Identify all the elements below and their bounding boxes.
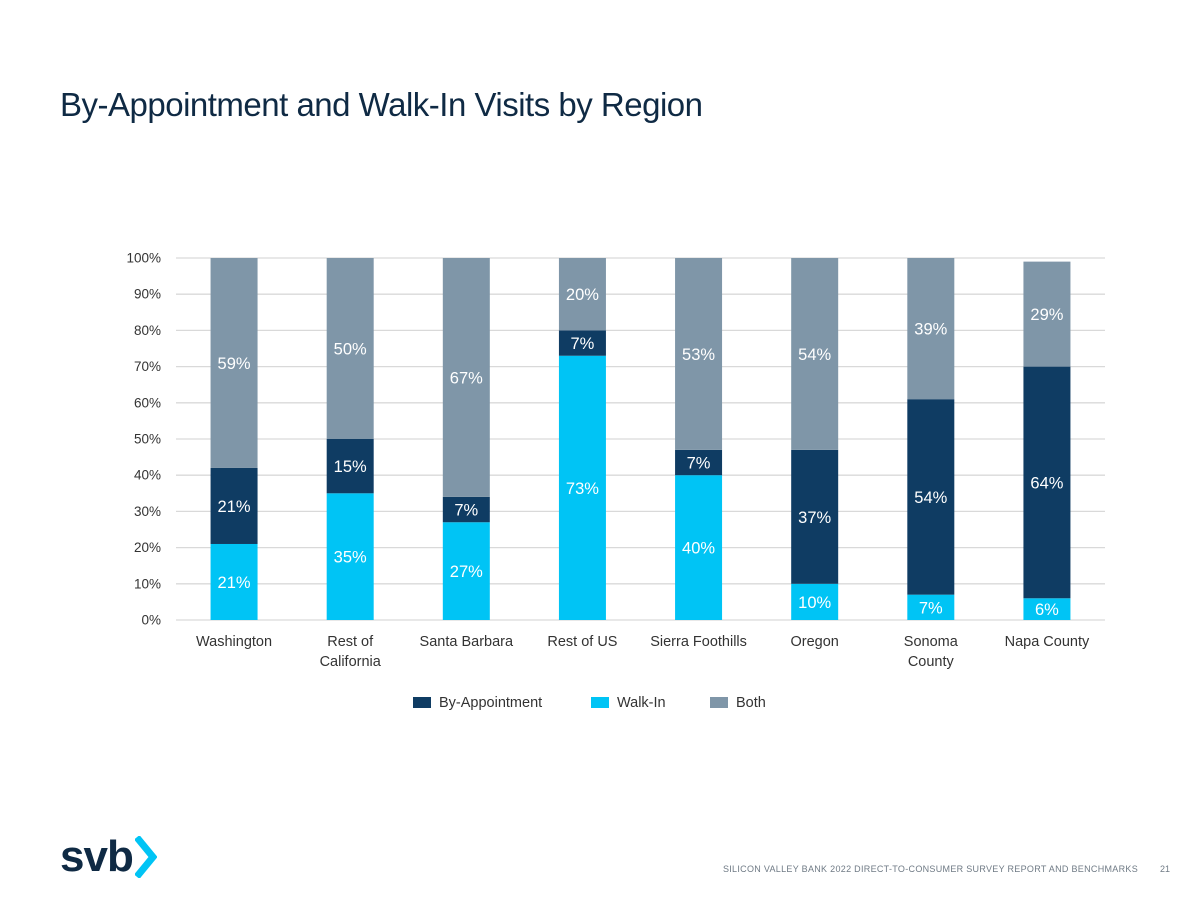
x-axis: Washington Rest of California Santa Barbara…	[196, 634, 1090, 670]
data-label: 29%	[1030, 306, 1063, 324]
data-label: 10%	[798, 594, 831, 612]
legend-label: Walk-In	[617, 695, 666, 711]
x-tick-label-line: Napa County	[1005, 634, 1090, 650]
page-number: 21	[1159, 864, 1170, 874]
logo-text: svb	[60, 832, 134, 881]
svb-logo: svb	[60, 832, 157, 882]
x-tick-label: Santa Barbara	[420, 634, 514, 650]
data-label: 7%	[919, 599, 943, 617]
bar-segment	[442, 258, 490, 497]
bar-segment	[210, 258, 258, 468]
y-tick-label: 80%	[134, 323, 161, 338]
bar-segment	[675, 475, 723, 620]
legend-swatch	[591, 697, 609, 708]
bar-segment	[326, 493, 374, 620]
bar-segment	[558, 355, 606, 620]
bar-segment	[907, 594, 955, 620]
x-tick-label-line: Oregon	[791, 634, 839, 650]
data-label: 73%	[566, 480, 599, 498]
x-tick-label-line: Sierra Foothills	[650, 634, 747, 650]
y-tick-label: 90%	[134, 287, 161, 302]
logo-chevron-icon	[134, 836, 157, 878]
bar-segment	[326, 258, 374, 439]
bar-segment	[558, 258, 606, 331]
bar-segment	[326, 439, 374, 494]
data-label: 50%	[334, 341, 367, 359]
x-tick-label: Oregon	[791, 634, 839, 650]
y-tick-label: 50%	[134, 432, 161, 447]
data-label: 21%	[218, 574, 251, 592]
data-label: 54%	[914, 489, 947, 507]
y-tick-label: 60%	[134, 395, 161, 410]
data-label: 21%	[218, 498, 251, 516]
x-tick-label-line: California	[320, 654, 382, 670]
bar-segment	[210, 467, 258, 544]
y-tick-label: 70%	[134, 359, 161, 374]
x-tick-label-line: Santa Barbara	[420, 634, 514, 650]
legend-swatch	[413, 697, 431, 708]
bar-segment	[791, 449, 839, 584]
data-labels: 21% 21% 59% 35% 15% 50% 27% 7% 67% 73% 7% 20% 40% 7% 5…	[218, 286, 1064, 619]
y-tick-label: 20%	[134, 540, 161, 555]
x-tick-label-line: Sonoma	[904, 634, 959, 650]
data-label: 20%	[566, 286, 599, 304]
data-label: 7%	[687, 455, 711, 473]
y-axis: 0% 10% 20% 30% 40% 50% 60% 70% 80% 90% 100%	[126, 251, 161, 628]
legend-swatch	[710, 697, 728, 708]
data-label: 59%	[218, 355, 251, 373]
y-tick-label: 100%	[126, 251, 161, 266]
data-label: 39%	[914, 321, 947, 339]
gridlines	[176, 257, 1105, 621]
y-tick-label: 0%	[141, 613, 161, 628]
x-tick-label-line: County	[908, 654, 955, 670]
data-label: 40%	[682, 540, 715, 558]
bar-segment	[1023, 598, 1071, 620]
data-label: 7%	[571, 335, 595, 353]
bar-segment	[1023, 261, 1071, 367]
data-label: 27%	[450, 563, 483, 581]
data-label: 54%	[798, 346, 831, 364]
legend-label: By-Appointment	[439, 695, 542, 711]
bar-segment	[907, 399, 955, 595]
x-tick-label: Sierra Foothills	[650, 634, 747, 650]
bars	[210, 258, 1071, 620]
bar-segment	[442, 496, 490, 523]
page-title: By-Appointment and Walk-In Visits by Reg…	[60, 86, 703, 123]
bar-segment	[675, 449, 723, 476]
legend-label: Both	[736, 695, 766, 711]
data-label: 6%	[1035, 601, 1059, 619]
bar-segment	[675, 258, 723, 450]
x-tick-label-line: Washington	[196, 634, 272, 650]
data-label: 67%	[450, 369, 483, 387]
data-label: 35%	[334, 549, 367, 567]
data-label: 64%	[1030, 474, 1063, 492]
x-tick-label: Rest of California	[320, 634, 382, 670]
data-label: 7%	[454, 502, 478, 520]
x-tick-label: Rest of US	[547, 634, 617, 650]
bar-segment	[907, 258, 955, 400]
x-tick-label-line: Rest of US	[547, 634, 617, 650]
bar-segment	[1023, 366, 1071, 599]
bar-segment	[442, 522, 490, 620]
bar-segment	[791, 583, 839, 620]
y-tick-label: 40%	[134, 468, 161, 483]
x-tick-label: Napa County	[1005, 634, 1090, 650]
y-tick-label: 30%	[134, 504, 161, 519]
data-label: 15%	[334, 458, 367, 476]
bar-segment	[558, 330, 606, 356]
y-tick-label: 10%	[134, 576, 161, 591]
x-tick-label: Washington	[196, 634, 272, 650]
bar-segment	[791, 258, 839, 450]
data-label: 37%	[798, 509, 831, 527]
legend: By-Appointment Walk-In Both	[413, 695, 766, 711]
x-tick-label: Sonoma County	[904, 634, 959, 670]
data-label: 53%	[682, 346, 715, 364]
x-tick-label-line: Rest of	[327, 634, 374, 650]
footer-text: SILICON VALLEY BANK 2022 DIRECT-TO-CONSU…	[722, 864, 1138, 874]
bar-segment	[210, 543, 258, 620]
